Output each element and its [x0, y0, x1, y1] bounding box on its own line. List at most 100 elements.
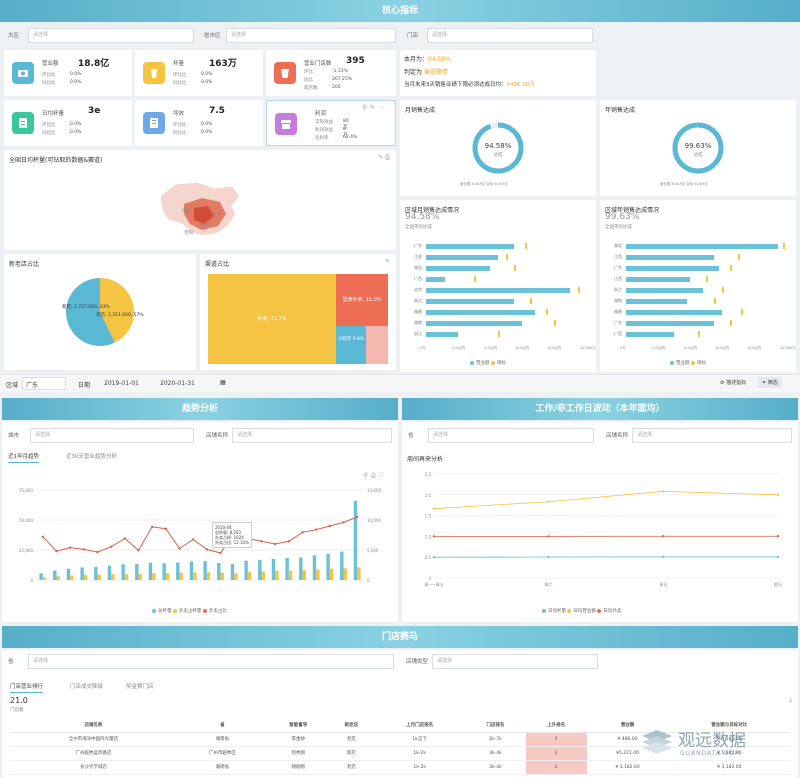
gauge-ring[interactable] — [670, 120, 726, 176]
bar-delivery-cups[interactable] — [111, 574, 115, 580]
bar-delivery-cups[interactable] — [261, 571, 265, 580]
bar-delivery-cups[interactable] — [97, 574, 101, 580]
line-point[interactable] — [432, 556, 436, 559]
bar-delivery-cups[interactable] — [288, 570, 293, 580]
bar-delivery-cups[interactable] — [56, 576, 60, 580]
pie-slice-新店[interactable] — [100, 278, 135, 343]
line-point[interactable] — [96, 550, 99, 554]
line-point[interactable] — [776, 493, 780, 496]
bar-total-cups[interactable] — [299, 557, 303, 581]
line-point[interactable] — [205, 548, 209, 551]
bar-delivery-cups[interactable] — [275, 571, 279, 580]
table-header[interactable]: 营业额与目标对比 — [668, 718, 790, 733]
bar-value[interactable] — [626, 321, 714, 326]
gauge-ring[interactable] — [470, 120, 526, 176]
bar-delivery-cups[interactable] — [220, 572, 224, 580]
line-point[interactable] — [547, 535, 550, 538]
line-point[interactable] — [82, 548, 86, 551]
tab-30day[interactable]: 近30天营业趋势分析 — [66, 454, 117, 460]
table-header[interactable]: 智能督导 — [267, 718, 329, 733]
bar-delivery-cups[interactable] — [343, 568, 347, 580]
line-point[interactable] — [287, 540, 291, 543]
line-point[interactable] — [662, 490, 665, 493]
date-to[interactable]: 2020-01-31 — [160, 380, 195, 387]
bar-total-cups[interactable] — [121, 564, 125, 580]
bar-delivery-cups[interactable] — [83, 575, 88, 580]
bar-delivery-cups[interactable] — [42, 577, 47, 580]
bar-total-cups[interactable] — [271, 558, 276, 580]
bar-value[interactable] — [426, 310, 535, 315]
calendar-icon[interactable]: ▦ — [220, 379, 226, 386]
line-point[interactable] — [776, 555, 780, 559]
trend-chart[interactable]: 75,000 15,000 50,000 10,000 25,000 5,000 0 0 — [8, 480, 392, 606]
bar-total-cups[interactable] — [326, 553, 330, 580]
bar-total-cups[interactable] — [258, 559, 262, 580]
tab-downgrade[interactable]: 门店成交降级 — [70, 684, 104, 690]
bar-delivery-cups[interactable] — [70, 575, 74, 581]
line-point[interactable] — [150, 525, 154, 529]
bar-delivery-cups[interactable] — [152, 573, 156, 580]
treemap-block[interactable]: 堂食外卖, 15.0% — [336, 274, 388, 326]
table-header[interactable]: 店铺名称 — [10, 718, 177, 733]
line-point[interactable] — [301, 531, 304, 534]
line-point[interactable] — [662, 535, 665, 538]
bar-value[interactable] — [426, 299, 514, 304]
kpi-card-profit[interactable]: 利润 实际效益 80万 利润效益 8万 毛利率 62.4% ⚲✎⋯ — [266, 100, 396, 146]
bar-total-cups[interactable] — [203, 561, 207, 580]
table-header[interactable]: 省 — [176, 718, 268, 733]
bar-delivery-cups[interactable] — [316, 569, 320, 580]
treemap-block[interactable]: 外卖, 71.7% — [208, 274, 336, 364]
line-point[interactable] — [137, 549, 140, 552]
bar-delivery-cups[interactable] — [247, 571, 252, 580]
province-select[interactable]: 请选择 — [428, 428, 594, 443]
bar-total-cups[interactable] — [53, 570, 57, 580]
bar-value[interactable] — [626, 277, 690, 282]
bar-value[interactable] — [626, 255, 714, 260]
line-point[interactable] — [164, 527, 168, 530]
line-point[interactable] — [342, 521, 345, 524]
line-point[interactable] — [662, 555, 665, 559]
line-point[interactable] — [260, 540, 263, 543]
store-select[interactable]: 请选择 — [427, 28, 593, 43]
bar-delivery-cups[interactable] — [234, 573, 238, 580]
treemap-block[interactable] — [366, 326, 388, 364]
edit-icon[interactable]: ✎ — [384, 258, 390, 265]
province-select[interactable]: 请选择 — [28, 654, 394, 669]
bar-value[interactable] — [626, 299, 687, 304]
bar-total-cups[interactable] — [285, 557, 289, 580]
describe-button[interactable]: ⚙ 描述指标 — [720, 380, 747, 386]
bar-total-cups[interactable] — [217, 562, 221, 580]
table-header[interactable]: 营业额 — [586, 718, 669, 733]
china-map[interactable] — [154, 178, 244, 240]
line-point[interactable] — [191, 538, 195, 541]
table-row[interactable]: 长沙大学城店 湖南省 胡刚刚 老店 1k-2k 3k-4k 2 ¥ 3,182.00 ¥ 3,1… — [10, 760, 790, 775]
date-from[interactable]: 2019-01-01 — [104, 380, 139, 387]
card-toolbar-icons[interactable]: ⚲✎⋯ — [362, 104, 387, 111]
store-type-select[interactable]: 请选择 — [432, 654, 598, 669]
pie-slice-老店[interactable] — [66, 278, 115, 346]
bar-value[interactable] — [426, 332, 458, 337]
tab-ranking[interactable]: 门店营业排行 — [10, 682, 44, 693]
line-point[interactable] — [273, 542, 277, 546]
treemap-block[interactable]: 小程序 8.8% — [336, 326, 366, 364]
bar-total-cups[interactable] — [107, 565, 112, 580]
bar-delivery-cups[interactable] — [165, 573, 170, 580]
bar-delivery-cups[interactable] — [206, 572, 211, 580]
bar-delivery-cups[interactable] — [302, 570, 306, 580]
bar-total-cups[interactable] — [66, 568, 71, 580]
line-point[interactable] — [547, 555, 550, 559]
line-point[interactable] — [178, 547, 181, 550]
line-point[interactable] — [109, 545, 113, 548]
line-delivery-ratio[interactable] — [42, 516, 358, 554]
table-header[interactable]: 门店排名 — [465, 718, 526, 733]
bar-value[interactable] — [426, 244, 514, 249]
line-point[interactable] — [68, 546, 72, 549]
bar-value[interactable] — [426, 277, 446, 282]
bar-total-cups[interactable] — [135, 563, 139, 580]
bar-value[interactable] — [426, 321, 522, 326]
download-icon[interactable]: ⤓ — [789, 696, 792, 703]
workday-chart[interactable]: 2.5 2.0 1.5 1.0 0.5 0周一~周五 周六 周日 假日 — [408, 466, 792, 602]
store-select[interactable]: 请选择 — [632, 428, 792, 443]
bar-delivery-cups[interactable] — [329, 568, 334, 580]
bar-value[interactable] — [626, 244, 778, 249]
